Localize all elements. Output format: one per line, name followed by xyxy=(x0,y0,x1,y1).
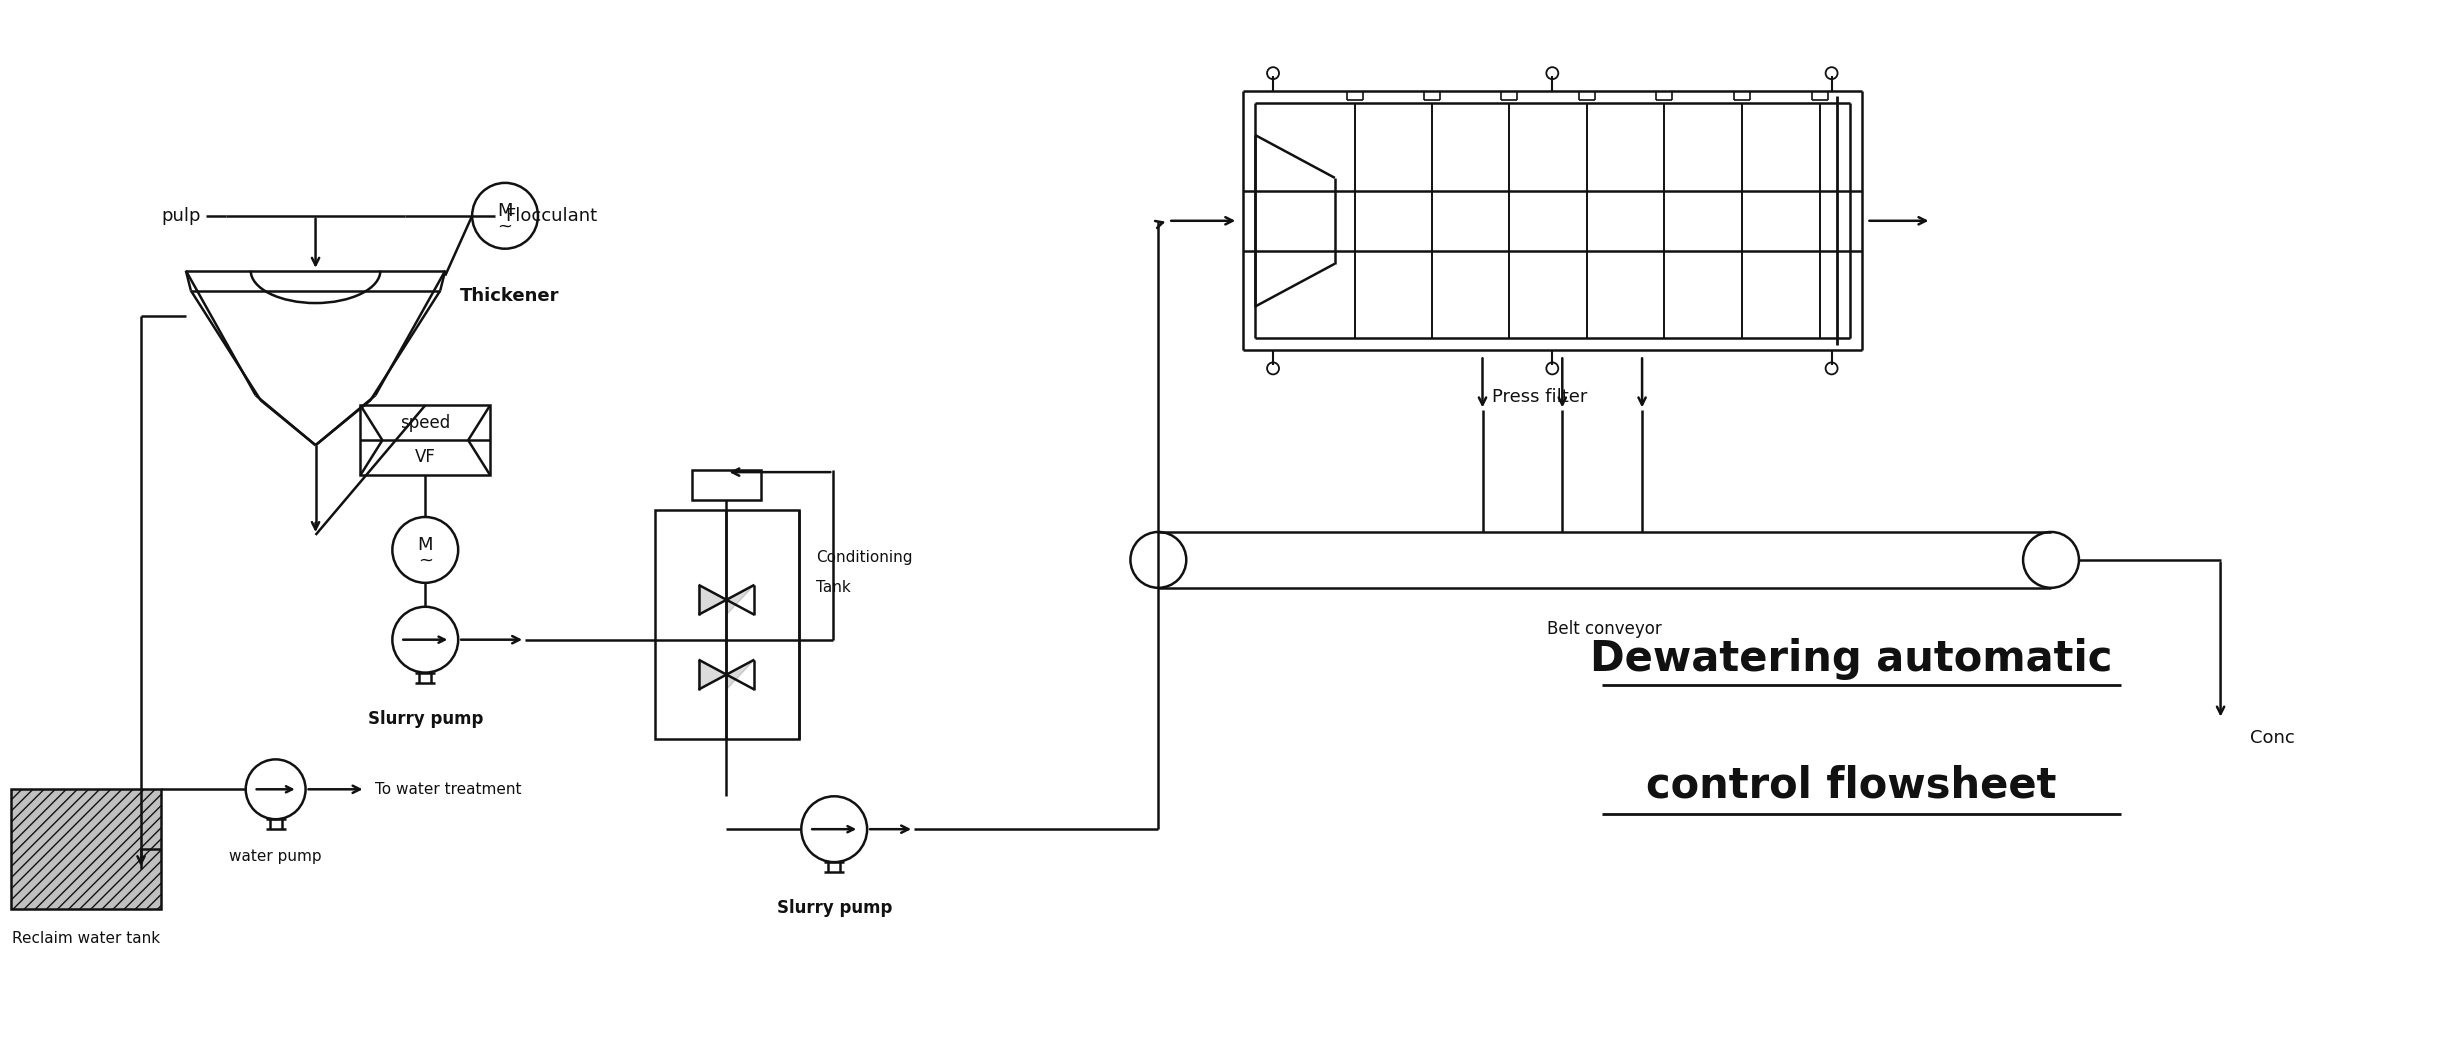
Text: Thickener: Thickener xyxy=(461,287,559,305)
Text: Reclaim water tank: Reclaim water tank xyxy=(12,931,161,946)
Text: M: M xyxy=(498,202,512,219)
Text: Press filter: Press filter xyxy=(1493,388,1588,407)
Polygon shape xyxy=(698,659,727,690)
Text: M: M xyxy=(417,536,432,554)
Text: Dewatering automatic: Dewatering automatic xyxy=(1591,638,2113,679)
Bar xyxy=(691,470,761,500)
Text: Belt conveyor: Belt conveyor xyxy=(1547,620,1662,638)
Text: VF: VF xyxy=(415,448,437,466)
Text: water pump: water pump xyxy=(229,849,322,864)
Text: Flocculant: Flocculant xyxy=(505,207,598,225)
Polygon shape xyxy=(727,659,754,690)
Text: Slurry pump: Slurry pump xyxy=(776,899,893,917)
Text: speed: speed xyxy=(400,414,451,433)
Polygon shape xyxy=(727,584,754,615)
Text: Conc: Conc xyxy=(2250,729,2296,748)
Bar xyxy=(12,789,161,909)
Bar xyxy=(361,406,490,475)
Bar xyxy=(654,510,800,739)
Text: pulp: pulp xyxy=(161,207,200,225)
Text: To water treatment: To water treatment xyxy=(376,782,522,797)
Text: Slurry pump: Slurry pump xyxy=(368,709,483,728)
Text: ~: ~ xyxy=(417,552,432,570)
Text: control flowsheet: control flowsheet xyxy=(1647,764,2057,806)
Polygon shape xyxy=(698,584,727,615)
Text: ~: ~ xyxy=(498,217,512,236)
Text: Conditioning: Conditioning xyxy=(817,550,913,565)
Text: Tank: Tank xyxy=(817,580,852,595)
